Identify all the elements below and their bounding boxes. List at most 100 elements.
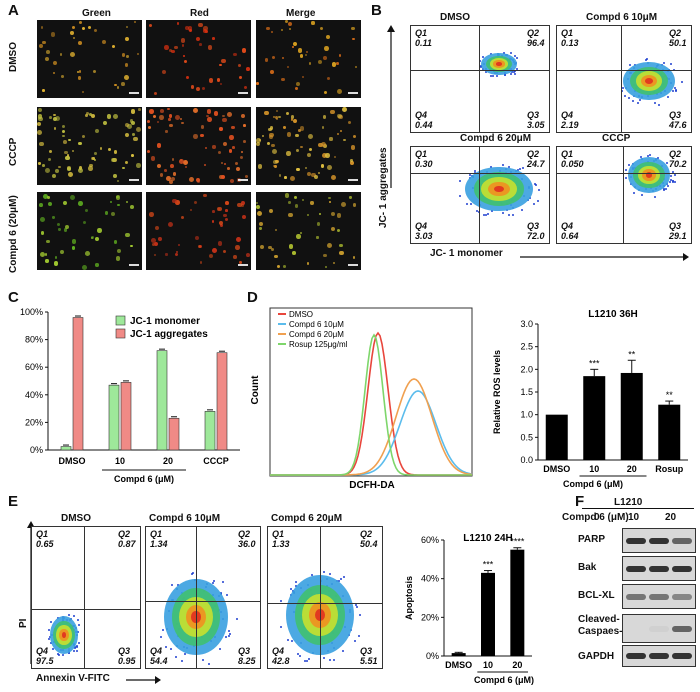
cell-dot: [236, 237, 242, 242]
cell-dot: [207, 44, 213, 50]
cell-dot: [278, 115, 281, 119]
event-dot: [298, 654, 301, 657]
event-dot: [322, 656, 325, 659]
y-tick-label: 60%: [421, 535, 439, 545]
cell-dot: [308, 148, 312, 152]
wb-title: L1210: [614, 497, 643, 508]
cell-dot: [353, 256, 356, 259]
cell-dot: [331, 174, 337, 180]
cell-dot: [330, 226, 336, 232]
event-dot: [175, 655, 178, 658]
x-tick-label: DMSO: [543, 464, 570, 474]
event-dot: [286, 639, 289, 642]
gate-vline: [479, 147, 480, 243]
wb-band: [626, 593, 646, 600]
quadrant-q2-value: 50.1: [669, 38, 687, 48]
event-dot: [680, 81, 683, 84]
cell-dot: [341, 201, 347, 207]
y-tick-label: 0.5: [520, 432, 533, 442]
chart-e-apoptosis: L1210 24H 0% 20% 40% 60% Apoptosis DMSO *** 10 **…: [404, 533, 534, 685]
quadrant-q4-value: 0.44: [415, 120, 433, 130]
cell-dot: [130, 244, 133, 247]
event-dot: [468, 173, 471, 176]
cell-dot: [200, 134, 204, 138]
cell-dot: [219, 63, 222, 66]
event-dot: [484, 71, 487, 74]
y-tick-label: 40%: [25, 390, 43, 400]
significance: ***: [589, 358, 600, 368]
chart-title: L1210 24H: [463, 533, 512, 544]
cell-dot: [146, 119, 151, 123]
cell-dot: [259, 245, 264, 250]
cell-dot: [326, 164, 332, 170]
event-dot: [509, 72, 512, 75]
cell-dot: [284, 176, 287, 179]
cell-dot: [192, 133, 198, 139]
cell-dot: [181, 121, 185, 125]
event-dot: [356, 606, 359, 609]
cell-dot: [273, 164, 276, 168]
cell-dot: [339, 129, 342, 132]
wb-band: [649, 653, 669, 659]
cell-dot: [147, 150, 151, 154]
cell-dot: [155, 225, 159, 230]
cell-dot: [336, 62, 339, 65]
density-blob: [314, 609, 326, 621]
chart-d-ros: L1210 36H 0.0 0.5 1.0 1.5 2.0 2.5 3.0 Relative R…: [492, 309, 688, 489]
quadrant-q1-label: Q1: [150, 529, 163, 539]
cell-dot: [38, 162, 41, 165]
cell-dot: [168, 48, 172, 53]
cell-dot: [88, 166, 93, 171]
cell-dot: [114, 83, 118, 87]
cell-dot: [172, 158, 175, 161]
cell-dot: [221, 59, 226, 64]
cell-dot: [169, 164, 174, 169]
event-dot: [490, 209, 493, 212]
quadrant-q3-value: 8.25: [238, 656, 256, 666]
event-dot: [666, 184, 669, 187]
event-dot: [207, 662, 210, 665]
cell-dot: [300, 145, 303, 148]
cell-dot: [37, 122, 42, 127]
cell-dot: [43, 194, 49, 199]
cell-dot: [283, 264, 287, 268]
event-dot: [516, 57, 519, 60]
cell-dot: [297, 48, 303, 53]
cell-dot: [198, 245, 201, 249]
cell-dot: [207, 117, 212, 122]
y-tick-label: 60%: [25, 362, 43, 372]
cell-dot: [189, 177, 195, 183]
quadrant-q3-label: Q3: [238, 646, 251, 656]
cell-dot: [99, 147, 103, 151]
panel-label-c: C: [8, 289, 19, 306]
cell-dot: [161, 70, 166, 75]
y-tick-label: 0.0: [520, 455, 533, 465]
cell-dot: [268, 245, 272, 250]
cell-dot: [327, 242, 333, 248]
wb-band: [626, 537, 646, 544]
event-dot: [632, 191, 635, 194]
cell-dot: [222, 117, 227, 123]
cell-dot: [113, 114, 119, 119]
quadrant-q3-value: 0.95: [118, 656, 136, 666]
cell-dot: [58, 228, 61, 231]
cell-dot: [130, 120, 135, 125]
wb-label-4: GAPDH: [578, 651, 615, 662]
micrograph-compd6-green: [37, 192, 142, 270]
cell-dot: [59, 53, 63, 56]
event-dot: [516, 67, 519, 70]
wb-band: [672, 593, 692, 600]
cell-dot: [171, 49, 175, 54]
cell-dot: [278, 174, 281, 177]
cell-dot: [330, 109, 335, 115]
cell-dot: [195, 37, 200, 42]
cell-dot: [269, 208, 274, 213]
cell-dot: [291, 115, 295, 119]
cell-dot: [319, 26, 323, 30]
cell-dot: [117, 86, 120, 89]
cell-dot: [240, 204, 244, 207]
quadrant-q1-value: 1.33: [272, 539, 290, 549]
event-dot: [184, 653, 187, 656]
event-dot: [469, 203, 472, 206]
cell-dot: [39, 203, 44, 207]
